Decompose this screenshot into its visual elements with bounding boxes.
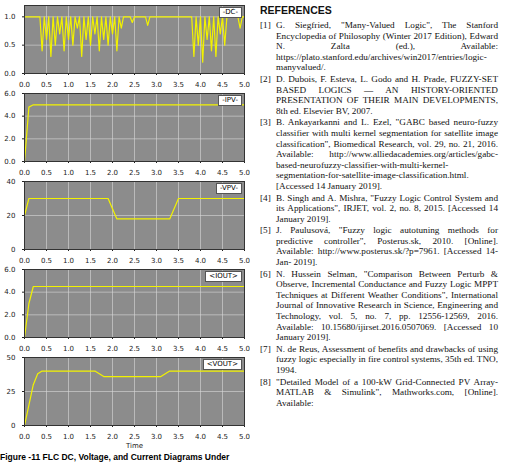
svg-text:25: 25	[7, 388, 16, 396]
html-text:[8]: [8]	[260, 376, 271, 387]
svg-text:0.0: 0.0	[4, 158, 15, 166]
svg-text:0.0: 0.0	[4, 334, 15, 342]
svg-text:50: 50	[7, 354, 16, 362]
svg-text:40: 40	[7, 178, 16, 186]
html-text:<VOUT>: <VOUT>	[206, 360, 238, 368]
svg-text:5.0: 5.0	[239, 433, 250, 441]
svg-text:0.5: 0.5	[41, 433, 52, 441]
svg-text:Time: Time	[125, 442, 143, 450]
svg-text:2.0: 2.0	[107, 433, 118, 441]
html-text:[4]: [4]	[260, 192, 271, 203]
html-text:D. Dubois, F. Esteva, L. Godo: D. Dubois, F. Esteva, L. Godo and H. Pra…	[276, 74, 498, 116]
html-text:-DC-: -DC-	[222, 8, 238, 16]
svg-text:1.5: 1.5	[85, 433, 96, 441]
svg-text:0: 0	[11, 422, 15, 430]
svg-text:1.0: 1.0	[63, 433, 74, 441]
svg-text:4.0: 4.0	[195, 433, 206, 441]
svg-text:0.0: 0.0	[4, 70, 15, 78]
html-text:"Detailed Model of a 100-kW Gr: "Detailed Model of a 100-kW Grid-Connect…	[276, 376, 498, 408]
svg-text:4.5: 4.5	[217, 433, 228, 441]
html-text:[5]: [5]	[260, 225, 271, 236]
html-text:G. Siegfried, "Many-Valued Log: G. Siegfried, "Many-Valued Logic", The S…	[276, 20, 498, 73]
svg-text:1.0: 1.0	[4, 13, 15, 21]
html-text:[3]: [3]	[260, 117, 271, 128]
svg-text:2.0: 2.0	[4, 135, 15, 143]
html-text:REFERENCES: REFERENCES	[260, 4, 332, 16]
html-text:[6]: [6]	[260, 268, 271, 279]
html-text:N. de Reus, Assessment of bene: N. de Reus, Assessment of benefits and d…	[276, 343, 498, 375]
html-text:[2]: [2]	[260, 74, 271, 84]
html-text:<IOUT>: <IOUT>	[209, 272, 238, 280]
html-text:[7]: [7]	[260, 343, 271, 354]
svg-text:2.5: 2.5	[129, 433, 140, 441]
html-text:J. Paulusová, "Fuzzy logic aut: J. Paulusová, "Fuzzy logic autotuning me…	[276, 225, 498, 268]
html-text:N. Hussein Selman, "Comparison: N. Hussein Selman, "Comparison Between P…	[276, 268, 498, 343]
svg-text:6.0: 6.0	[4, 90, 15, 98]
html-text:B. Singh and A. Mishra, "Fuzzy: B. Singh and A. Mishra, "Fuzzy Logic Con…	[276, 192, 498, 224]
svg-text:0: 0	[11, 246, 15, 254]
html-text:-VPV-: -VPV-	[220, 184, 238, 192]
svg-text:3.0: 3.0	[151, 433, 162, 441]
svg-text:6.0: 6.0	[4, 266, 15, 274]
svg-text:3.5: 3.5	[173, 433, 184, 441]
svg-text:4.0: 4.0	[4, 112, 15, 120]
html-text:-IPV-: -IPV-	[222, 96, 238, 104]
html-text:[1]: [1]	[260, 20, 271, 30]
html-text:Figure -11 FLC DC, Voltage, an: Figure -11 FLC DC, Voltage, and Current …	[0, 452, 230, 462]
svg-text:0.5: 0.5	[4, 41, 15, 49]
svg-text:0.0: 0.0	[19, 433, 30, 441]
html-text:B. Ankayarkanni and L. Ezel, ": B. Ankayarkanni and L. Ezel, "GABC based…	[276, 117, 498, 191]
svg-text:4.0: 4.0	[4, 288, 15, 296]
svg-text:20: 20	[7, 212, 16, 220]
svg-text:2.0: 2.0	[4, 311, 15, 319]
